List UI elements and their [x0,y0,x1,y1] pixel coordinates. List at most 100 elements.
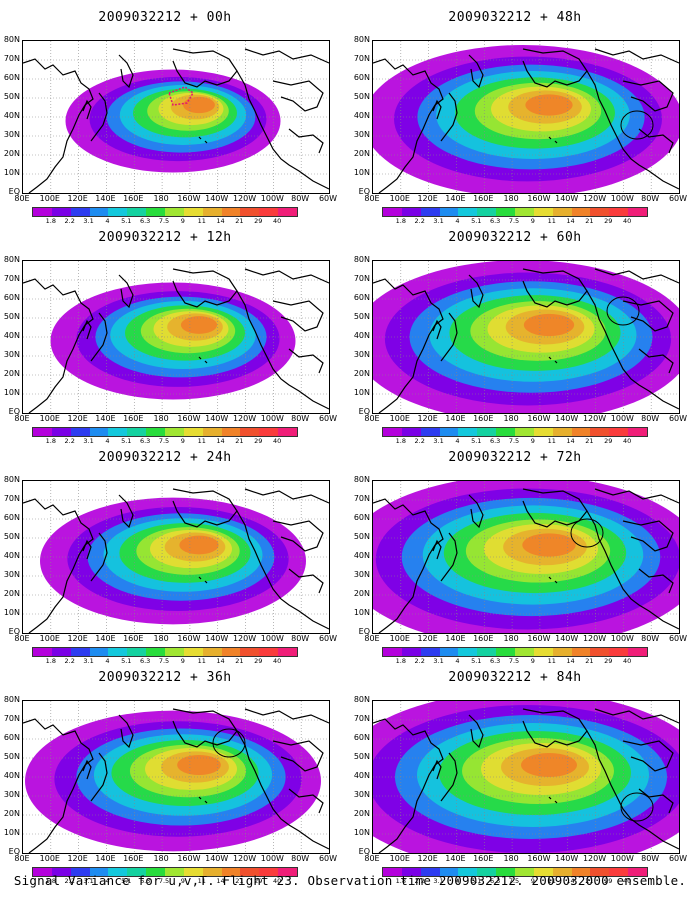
latitude-label: 40N [3,771,20,780]
latitude-label: 50N [3,752,20,761]
colorbar-swatch [552,208,572,216]
latitude-label: 80N [3,255,20,264]
colorbar-swatch [401,208,421,216]
longitude-label: 80W [641,634,660,643]
panel-title: 2009032212 + 48h [448,10,582,25]
longitude-label: 140E [445,854,466,863]
colorbar-swatch [70,208,90,216]
colorbar-label: 5.1 [121,217,132,225]
variance-map [22,480,330,634]
colorbar-swatch [146,648,166,656]
colorbar-label: 40 [623,877,632,885]
colorbar-label: 5.1 [471,217,482,225]
coastline [554,360,558,364]
latitude-label: EQ [8,407,20,416]
longitude-label: 120W [582,194,607,203]
coastline [522,268,588,308]
colorbar-swatch [401,868,421,876]
colorbar-label: 3.1 [433,437,444,445]
longitude-label: 160E [123,634,144,643]
colorbar-label: 29 [604,657,613,665]
colorbar-swatch [609,648,629,656]
longitude-label: 100W [260,854,284,863]
colorbar-label: 11 [547,657,556,665]
coastline [468,54,484,89]
longitude-label: 140E [445,414,466,423]
latitude-label: 50N [353,92,370,101]
latitude-label: 60N [353,513,370,522]
colorbar-label: 6.3 [139,877,151,885]
colorbar-swatch [590,208,610,216]
colorbar-label: 4 [455,877,460,885]
map-canvas [23,41,329,193]
longitude-label: 100E [389,634,410,643]
coastline [638,788,674,814]
colorbar [32,867,298,877]
longitude-label: 160E [473,414,494,423]
longitude-label: 60W [318,414,338,423]
longitude-label: 100W [610,854,634,863]
longitude-label: 80W [641,414,660,423]
latitude-label: 40N [353,331,370,340]
map-panel: 2009032212 + 72h 80N 70N 60N 50N 40N 30N 20N 10N… [350,450,687,665]
colorbar [382,867,648,877]
longitude-label: 80W [641,194,660,203]
colorbar-swatch [240,428,260,436]
latitude-label: 10N [353,608,370,617]
longitude-label: 140W [555,194,579,203]
colorbar-swatch [590,868,610,876]
coastline [622,300,674,332]
colorbar-label: 1.8 [45,217,57,225]
colorbar-swatch [533,428,553,436]
colorbar-swatch [515,868,534,876]
colorbar-swatch [89,648,109,656]
colorbar-label: 6.3 [489,217,501,225]
colorbar-swatch [183,428,203,436]
colorbar-label: 6.3 [489,877,501,885]
longitude-label: 100W [260,634,284,643]
colorbar-swatch [496,428,516,436]
latitude-label: 20N [353,369,370,378]
longitude-label: 120W [232,414,257,423]
colorbar-swatch [221,208,241,216]
colorbar-label: 7.5 [158,437,170,445]
longitude-label: 160W [527,414,551,423]
longitude-label: 100W [260,414,284,423]
longitude-label: 80E [14,854,30,863]
longitude-label: 120E [67,634,88,643]
colorbar-swatch [127,428,147,436]
colorbar-swatch [496,648,516,656]
colorbar-label: 6.3 [489,657,501,665]
colorbar-swatch [628,428,648,436]
coastline [172,708,238,748]
colorbar-swatch [108,868,128,876]
colorbar-label: 29 [254,877,263,885]
coastline [288,348,324,374]
latitude-label: 70N [353,274,370,283]
observation-region [620,110,654,140]
longitude-label: 80W [291,194,310,203]
variance-contour [523,313,575,337]
longitude-label: 100W [610,634,634,643]
colorbar-swatch [609,868,629,876]
longitude-label: 120W [582,634,607,643]
colorbar-label: 3.1 [433,657,444,665]
colorbar-label: 4 [105,877,110,885]
colorbar-label: 2.2 [414,217,425,225]
longitude-label: 80W [641,854,660,863]
colorbar [382,647,648,657]
colorbar-label: 11 [197,217,206,225]
coastline [522,48,588,88]
coastline [432,759,442,780]
latitude-label: 10N [353,168,370,177]
longitude-label: 180 [503,414,519,423]
coastline [440,752,458,802]
latitude-label: 50N [3,92,20,101]
colorbar-label: 2.2 [64,217,75,225]
colorbar-label: 6.3 [139,437,151,445]
latitude-label: 10N [3,168,20,177]
colorbar-label: 21 [235,657,244,665]
coastline [204,360,208,364]
colorbar-label: 6.3 [139,217,151,225]
coastline [198,136,202,140]
